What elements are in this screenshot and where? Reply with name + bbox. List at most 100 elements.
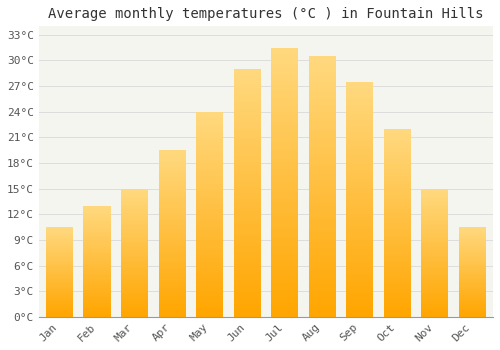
Bar bbox=[234, 149, 260, 153]
Bar bbox=[234, 122, 260, 125]
Bar bbox=[459, 244, 486, 245]
Bar bbox=[234, 261, 260, 264]
Bar bbox=[46, 280, 73, 281]
Bar bbox=[158, 204, 186, 206]
Bar bbox=[84, 245, 110, 246]
Bar bbox=[384, 155, 411, 157]
Bar bbox=[422, 285, 448, 286]
Bar bbox=[308, 265, 336, 268]
Bar bbox=[196, 158, 223, 160]
Bar bbox=[271, 64, 298, 68]
Bar bbox=[308, 177, 336, 180]
Bar bbox=[308, 95, 336, 99]
Bar bbox=[346, 296, 374, 299]
Bar bbox=[384, 241, 411, 244]
Bar bbox=[384, 190, 411, 192]
Bar bbox=[121, 259, 148, 261]
Bar bbox=[84, 211, 110, 213]
Bar bbox=[308, 69, 336, 72]
Bar bbox=[84, 247, 110, 249]
Bar bbox=[46, 235, 73, 236]
Bar bbox=[384, 300, 411, 303]
Bar bbox=[346, 105, 374, 108]
Bar bbox=[459, 309, 486, 310]
Bar bbox=[158, 156, 186, 159]
Bar bbox=[459, 246, 486, 247]
Bar bbox=[346, 305, 374, 308]
Bar bbox=[384, 305, 411, 307]
Bar bbox=[121, 222, 148, 224]
Bar bbox=[84, 246, 110, 247]
Bar bbox=[158, 300, 186, 302]
Bar bbox=[84, 306, 110, 307]
Bar bbox=[422, 310, 448, 312]
Bar bbox=[158, 173, 186, 175]
Bar bbox=[459, 273, 486, 274]
Bar bbox=[196, 230, 223, 232]
Bar bbox=[308, 190, 336, 193]
Bar bbox=[158, 165, 186, 167]
Bar bbox=[384, 289, 411, 291]
Bar bbox=[46, 306, 73, 307]
Bar bbox=[422, 209, 448, 211]
Bar bbox=[234, 174, 260, 177]
Bar bbox=[271, 95, 298, 98]
Bar bbox=[422, 205, 448, 206]
Bar bbox=[346, 220, 374, 223]
Bar bbox=[346, 299, 374, 302]
Bar bbox=[459, 301, 486, 302]
Bar bbox=[346, 138, 374, 141]
Bar bbox=[308, 239, 336, 242]
Bar bbox=[384, 195, 411, 197]
Bar bbox=[158, 190, 186, 192]
Bar bbox=[459, 283, 486, 284]
Bar bbox=[121, 262, 148, 264]
Bar bbox=[121, 256, 148, 258]
Bar bbox=[346, 149, 374, 152]
Bar bbox=[459, 315, 486, 316]
Bar bbox=[459, 281, 486, 282]
Bar bbox=[234, 286, 260, 289]
Bar bbox=[46, 311, 73, 312]
Bar bbox=[346, 234, 374, 238]
Bar bbox=[158, 177, 186, 179]
Bar bbox=[84, 250, 110, 252]
Bar bbox=[459, 227, 486, 228]
Bar bbox=[158, 271, 186, 273]
Bar bbox=[121, 197, 148, 198]
Bar bbox=[346, 129, 374, 132]
Bar bbox=[158, 179, 186, 181]
Bar bbox=[271, 189, 298, 192]
Bar bbox=[422, 233, 448, 235]
Bar bbox=[46, 255, 73, 256]
Bar bbox=[346, 229, 374, 232]
Bar bbox=[84, 272, 110, 274]
Bar bbox=[196, 263, 223, 266]
Bar bbox=[308, 82, 336, 85]
Bar bbox=[121, 220, 148, 222]
Bar bbox=[234, 233, 260, 236]
Bar bbox=[196, 194, 223, 196]
Bar bbox=[459, 228, 486, 229]
Bar bbox=[384, 260, 411, 263]
Bar bbox=[84, 232, 110, 233]
Bar bbox=[422, 278, 448, 280]
Bar bbox=[196, 258, 223, 260]
Bar bbox=[234, 82, 260, 84]
Bar bbox=[271, 219, 298, 223]
Bar bbox=[46, 237, 73, 238]
Bar bbox=[158, 238, 186, 240]
Bar bbox=[196, 176, 223, 178]
Bar bbox=[121, 227, 148, 229]
Bar bbox=[459, 296, 486, 298]
Bar bbox=[196, 281, 223, 284]
Bar bbox=[196, 125, 223, 127]
Bar bbox=[346, 141, 374, 144]
Bar bbox=[196, 240, 223, 243]
Bar bbox=[84, 275, 110, 276]
Bar bbox=[84, 240, 110, 242]
Bar bbox=[346, 91, 374, 93]
Bar bbox=[271, 88, 298, 91]
Bar bbox=[271, 162, 298, 166]
Bar bbox=[271, 250, 298, 253]
